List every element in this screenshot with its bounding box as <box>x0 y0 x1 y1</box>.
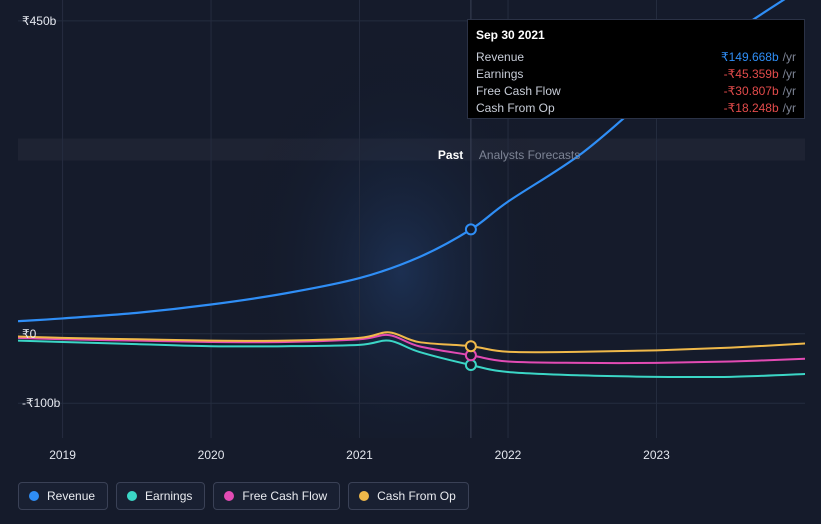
x-axis-label: 2020 <box>198 448 225 462</box>
financial-chart: -₹100b₹0₹450b 20192020202120222023 Past … <box>0 0 821 524</box>
x-axis-label: 2023 <box>643 448 670 462</box>
legend-item-label: Earnings <box>145 489 192 503</box>
tooltip-row-value: -₹45.359b <box>699 67 779 81</box>
tooltip-row: Free Cash Flow-₹30.807b/yr <box>468 82 804 99</box>
tooltip-row-unit: /yr <box>783 84 796 98</box>
divider-label-forecast: Analysts Forecasts <box>479 148 580 162</box>
tooltip-row-label: Revenue <box>476 50 699 64</box>
tooltip-row: Revenue₹149.668b/yr <box>468 48 804 65</box>
legend-dot-icon <box>224 491 234 501</box>
legend-item-label: Cash From Op <box>377 489 456 503</box>
y-axis-label: ₹450b <box>22 14 56 28</box>
legend-item[interactable]: Free Cash Flow <box>213 482 340 510</box>
tooltip-date: Sep 30 2021 <box>468 22 804 48</box>
tooltip-row-label: Earnings <box>476 67 699 81</box>
y-axis-label: -₹100b <box>22 396 60 410</box>
chart-legend: Revenue Earnings Free Cash Flow Cash From O… <box>18 482 469 510</box>
legend-item[interactable]: Cash From Op <box>348 482 469 510</box>
x-axis-label: 2022 <box>495 448 522 462</box>
legend-item-label: Free Cash Flow <box>242 489 327 503</box>
legend-dot-icon <box>359 491 369 501</box>
legend-dot-icon <box>29 491 39 501</box>
tooltip-row-unit: /yr <box>783 101 796 115</box>
tooltip-row: Earnings-₹45.359b/yr <box>468 65 804 82</box>
y-axis-label: ₹0 <box>22 327 36 341</box>
divider-label-past: Past <box>438 148 463 162</box>
legend-item-label: Revenue <box>47 489 95 503</box>
legend-item[interactable]: Revenue <box>18 482 108 510</box>
tooltip-row-unit: /yr <box>783 50 796 64</box>
legend-item[interactable]: Earnings <box>116 482 205 510</box>
x-axis-label: 2019 <box>49 448 76 462</box>
tooltip-row-value: -₹30.807b <box>699 84 779 98</box>
legend-dot-icon <box>127 491 137 501</box>
tooltip-row: Cash From Op-₹18.248b/yr <box>468 99 804 116</box>
tooltip-row-value: ₹149.668b <box>699 50 779 64</box>
x-axis-label: 2021 <box>346 448 373 462</box>
tooltip-row-label: Cash From Op <box>476 101 699 115</box>
chart-tooltip: Sep 30 2021 Revenue₹149.668b/yrEarnings-… <box>467 19 805 119</box>
tooltip-row-label: Free Cash Flow <box>476 84 699 98</box>
tooltip-row-unit: /yr <box>783 67 796 81</box>
tooltip-row-value: -₹18.248b <box>699 101 779 115</box>
